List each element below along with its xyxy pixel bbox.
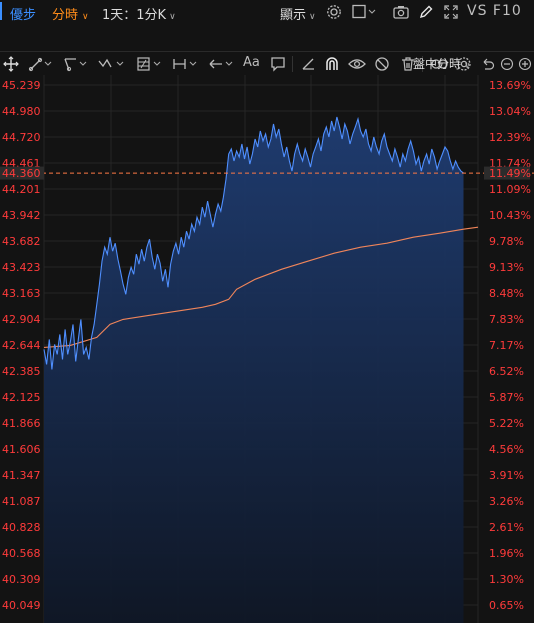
arrow-tool-icon[interactable] [208,56,236,72]
line-tool-icon[interactable] [28,56,54,72]
period-label: 1天：1分K [102,8,167,23]
display-menu[interactable]: 顯示 ∨ [280,4,316,23]
price-tick-label: 40.049 [2,599,41,612]
price-tick-label: 44.980 [2,105,41,118]
fib-tool-icon[interactable] [136,56,164,72]
vs-label: VS [467,3,488,19]
average-price-line [43,226,479,348]
price-tick-label: 40.828 [2,521,41,534]
percent-tick-label: 5.22% [489,417,524,430]
percent-tick-label: 7.83% [489,313,524,326]
price-tick-label: 40.568 [2,547,41,560]
tab-quote[interactable]: 優步 [10,8,37,23]
square-icon[interactable] [352,4,378,20]
display-label: 顯示 [280,8,307,23]
gear-icon[interactable] [326,4,342,20]
current-pct-label: 11.49% [489,167,531,180]
percent-tick-label: 6.52% [489,365,524,378]
channel-tool-icon[interactable] [63,56,89,72]
price-tick-label: 42.904 [2,313,41,326]
eye-icon[interactable] [348,56,366,72]
undo-icon[interactable] [481,57,495,71]
tab-timeshare-label: 分時 [52,8,79,23]
price-tick-label: 41.606 [2,443,41,456]
percent-tick-label: 13.04% [489,105,531,118]
current-price-box [0,166,44,180]
current-price-marker: 44.360 11.49% [0,166,531,180]
price-tick-label: 43.163 [2,287,41,300]
percent-tick-label: 4.56% [489,443,524,456]
chevron-down-icon: ∨ [464,61,471,71]
percent-tick-label: 9.78% [489,235,524,248]
magnet-icon[interactable] [324,56,340,72]
price-tick-label: 42.644 [2,339,41,352]
percent-tick-label: 7.17% [489,339,524,352]
percent-tick-label: 11.09% [489,183,531,196]
price-area-fill [44,117,464,623]
percent-axis: 13.69%13.04%12.39%11.74%11.09%10.43%9.78… [489,79,531,612]
chevron-down-icon: ∨ [82,12,89,22]
accent-bar [0,2,2,20]
timeshare-chart[interactable]: 45.23944.98044.72044.46144.20143.94243.6… [0,75,534,623]
percent-tick-label: 10.43% [489,209,531,222]
chevron-down-icon: ∨ [309,12,316,22]
settings-icon[interactable] [456,56,472,72]
percent-tick-label: 0.65% [489,599,524,612]
camera-icon[interactable] [393,4,409,20]
crosshair-icon[interactable] [3,56,19,72]
comment-icon[interactable] [270,56,286,72]
price-tick-label: 44.201 [2,183,41,196]
pencil-icon[interactable] [418,4,434,20]
zoom-out-icon[interactable] [500,57,514,71]
session-mode-label: 盤中分時 [413,57,462,71]
percent-tick-label: 2.61% [489,521,524,534]
percent-tick-label: 8.48% [489,287,524,300]
f10-label: F10 [492,3,522,19]
chevron-down-icon: ∨ [169,12,176,22]
price-axis: 45.23944.98044.72044.46144.20143.94243.6… [2,79,41,612]
session-mode-selector[interactable]: 盤中分時 ∨ [413,55,471,72]
percent-tick-label: 13.69% [489,79,531,92]
tab-timeshare[interactable]: 分時 ∨ [52,4,89,23]
angle-icon[interactable] [300,56,316,72]
price-tick-label: 41.347 [2,469,41,482]
price-tick-label: 42.385 [2,365,41,378]
percent-tick-label: 12.39% [489,131,531,144]
percent-tick-label: 3.91% [489,469,524,482]
current-price-label: 44.360 [2,167,41,180]
toolbar-divider [292,56,293,72]
price-tick-label: 43.423 [2,261,41,274]
percent-tick-label: 5.87% [489,391,524,404]
fullscreen-icon[interactable] [443,4,459,20]
toolbar-divider [422,56,423,72]
range-tool-icon[interactable] [172,56,200,72]
link-icon[interactable] [430,56,450,72]
percent-tick-label: 1.30% [489,573,524,586]
vs-f10-button[interactable]: VS F10 [467,3,522,19]
trash-icon[interactable] [400,56,416,72]
text-tool-icon[interactable]: Aa [243,55,260,70]
current-pct-box [484,166,530,180]
price-tick-label: 45.239 [2,79,41,92]
top-toolbar: 優步 分時 ∨ 1天：1分K ∨ 顯示 ∨ VS F10 [0,0,534,24]
price-line [43,116,464,370]
percent-tick-label: 1.96% [489,547,524,560]
zoom-in-icon[interactable] [518,57,532,71]
hide-icon[interactable] [374,56,390,72]
price-tick-label: 40.309 [2,573,41,586]
price-tick-label: 41.866 [2,417,41,430]
price-tick-label: 43.942 [2,209,41,222]
price-tick-label: 41.087 [2,495,41,508]
drawing-toolbar: Aa [0,25,534,72]
period-selector[interactable]: 1天：1分K ∨ [102,4,176,23]
percent-tick-label: 3.26% [489,495,524,508]
price-tick-label: 42.125 [2,391,41,404]
price-tick-label: 43.682 [2,235,41,248]
wave-tool-icon[interactable] [98,56,126,72]
percent-tick-label: 9.13% [489,261,524,274]
price-tick-label: 44.720 [2,131,41,144]
